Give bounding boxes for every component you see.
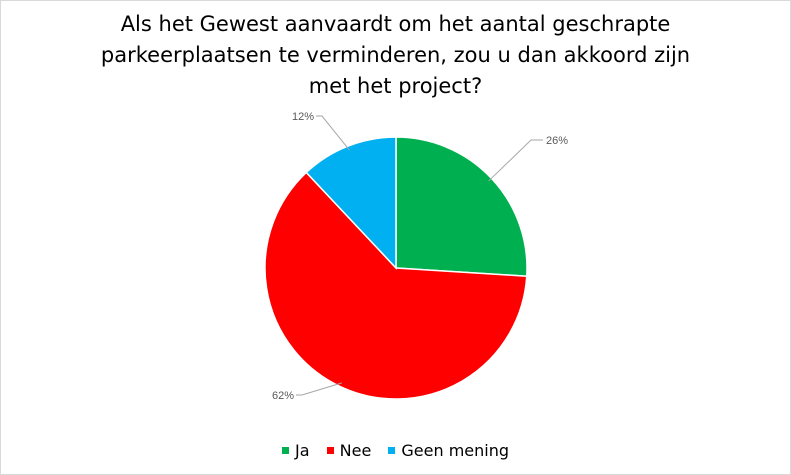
data-label: 12% [292,111,314,123]
legend-label: Nee [339,441,372,460]
legend-item-ja: Ja [282,441,310,460]
legend-swatch [326,447,334,454]
data-label: 62% [272,390,294,402]
legend-item-geen-mening: Geen mening [388,441,509,460]
chart-title-line: Als het Gewest aanvaardt om het aantal g… [120,12,671,36]
leader-line [296,382,343,396]
chart-title: Als het Gewest aanvaardt om het aantal g… [1,9,790,102]
legend-label: Ja [295,441,310,460]
legend-item-nee: Nee [326,441,372,460]
legend-label: Geen mening [401,441,509,460]
leader-line [488,139,543,182]
pie-slice-ja [395,136,528,278]
data-label: 26% [546,135,568,147]
pie-slice-nee [264,171,528,400]
legend-swatch [282,447,289,454]
legend-swatch [388,447,396,454]
legend: Ja Nee Geen mening [1,441,790,460]
chart-title-line: parkeerplaatsen te verminderen, zou u da… [100,43,691,67]
chart-title-line: met het project? [308,74,483,98]
leader-line [316,115,350,151]
pie-slice-geen-mening [305,136,397,270]
